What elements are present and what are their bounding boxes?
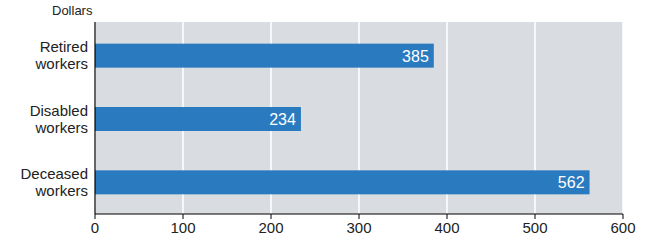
x-tick-label: 0 [91, 219, 99, 236]
data-label: 234 [269, 111, 296, 128]
chart-svg: 3852345620100200300400500600Retiredworke… [0, 0, 650, 242]
grid-line [94, 22, 96, 214]
bar [95, 107, 301, 131]
bar [95, 44, 434, 68]
x-tick-label: 500 [522, 219, 547, 236]
grid-line [622, 22, 624, 214]
x-tick-label: 600 [610, 219, 635, 236]
category-label-line: Deceased [20, 165, 88, 182]
y-axis-line [94, 22, 95, 214]
bar [95, 170, 590, 194]
data-label: 562 [558, 174, 585, 191]
data-label: 385 [402, 48, 429, 65]
bars [95, 44, 590, 195]
category-label-line: Retired [40, 38, 88, 55]
category-label-line: workers [34, 182, 88, 199]
axis-label: Dollars [52, 3, 93, 18]
category-label: Retiredworkers [34, 38, 88, 72]
x-tick-label: 100 [170, 219, 195, 236]
chart-root: 3852345620100200300400500600Retiredworke… [0, 0, 650, 242]
category-label-line: workers [34, 55, 88, 72]
category-label-line: Disabled [30, 102, 88, 119]
x-tick-label: 200 [258, 219, 283, 236]
category-label: Disabledworkers [30, 102, 88, 136]
plot-background [95, 22, 623, 214]
x-tick-label: 400 [434, 219, 459, 236]
x-tick-label: 300 [346, 219, 371, 236]
category-label-line: workers [34, 119, 88, 136]
category-label: Deceasedworkers [20, 165, 88, 199]
